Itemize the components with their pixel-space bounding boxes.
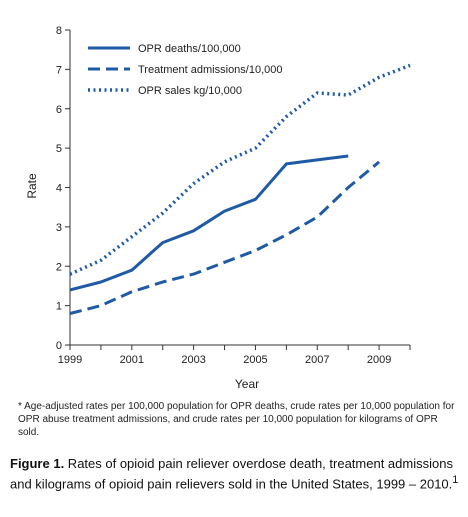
chart-legend: OPR deaths/100,000 Treatment admissions/1… [88, 43, 283, 97]
y-tick-label: 0 [56, 340, 62, 352]
legend-label-3: OPR sales kg/10,000 [138, 85, 242, 97]
y-tick-label: 7 [56, 64, 62, 76]
chart-axes [69, 30, 410, 346]
legend-label-1: OPR deaths/100,000 [138, 43, 241, 55]
figure-caption-superscript: 1 [452, 474, 459, 486]
chart-footnote: * Age-adjusted rates per 100,000 populat… [18, 401, 455, 438]
line-chart: 0 1 2 3 4 5 6 7 8 1999 2001 2003 2005 2007 2009 OPR de… [25, 25, 411, 391]
series-line-1 [69, 154, 349, 292]
y-tick-label: 4 [56, 183, 62, 195]
series-line-3 [69, 63, 411, 276]
y-axis-title: Rate [25, 173, 39, 199]
x-tick-label: 2001 [120, 354, 144, 366]
x-tick-label: 2003 [181, 354, 205, 366]
y-tick-label: 5 [56, 143, 62, 155]
x-tick-label: 2007 [305, 354, 329, 366]
y-tick-label: 3 [56, 222, 62, 234]
figure-label: Figure 1. [10, 456, 65, 471]
legend-label-2: Treatment admissions/10,000 [138, 64, 283, 76]
x-tick-label: 2005 [243, 354, 267, 366]
y-tick-label: 8 [56, 25, 62, 37]
series-line-2 [69, 160, 381, 315]
figure-caption: Figure 1. Rates of opioid pain reliever … [10, 456, 465, 492]
x-tick-label: 1999 [58, 354, 82, 366]
figure-caption-text: Rates of opioid pain reliever overdose d… [10, 456, 453, 492]
chart-ticks: 0 1 2 3 4 5 6 7 8 1999 2001 2003 2005 2007 2009 [56, 25, 411, 366]
x-axis-title: Year [235, 377, 259, 391]
chart-series [69, 63, 411, 315]
y-tick-label: 6 [56, 104, 62, 116]
x-tick-label: 2009 [367, 354, 391, 366]
y-tick-label: 1 [56, 301, 62, 313]
y-tick-label: 2 [56, 261, 62, 273]
